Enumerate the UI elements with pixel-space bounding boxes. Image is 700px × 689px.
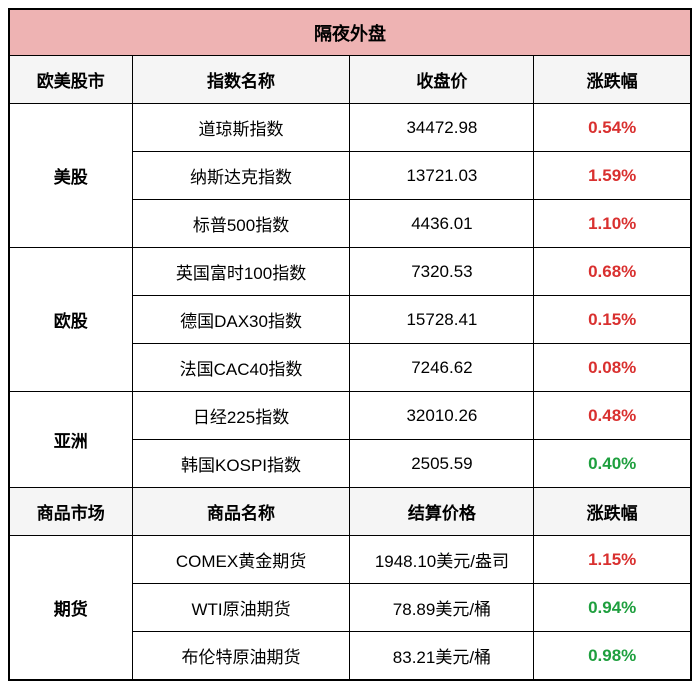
index-name: 标普500指数 [132, 200, 350, 248]
market-group: 欧股 [10, 248, 133, 392]
index-name: 纳斯达克指数 [132, 152, 350, 200]
column-header: 涨跌幅 [534, 56, 691, 104]
close-price: 4436.01 [350, 200, 534, 248]
close-price: 32010.26 [350, 392, 534, 440]
change-percent: 0.94% [534, 584, 691, 632]
index-name: 法国CAC40指数 [132, 344, 350, 392]
index-name: 英国富时100指数 [132, 248, 350, 296]
market-group: 美股 [10, 104, 133, 248]
change-percent: 0.08% [534, 344, 691, 392]
index-name: 道琼斯指数 [132, 104, 350, 152]
close-price: 34472.98 [350, 104, 534, 152]
table-row: 美股道琼斯指数34472.980.54% [10, 104, 691, 152]
index-name: 韩国KOSPI指数 [132, 440, 350, 488]
close-price: 7246.62 [350, 344, 534, 392]
change-percent: 1.15% [534, 536, 691, 584]
table-row: 期货COMEX黄金期货1948.10美元/盎司1.15% [10, 536, 691, 584]
market-table: 隔夜外盘欧美股市指数名称收盘价涨跌幅美股道琼斯指数34472.980.54%纳斯… [9, 9, 691, 680]
overnight-market-table: 隔夜外盘欧美股市指数名称收盘价涨跌幅美股道琼斯指数34472.980.54%纳斯… [8, 8, 692, 681]
market-group: 亚洲 [10, 392, 133, 488]
change-percent: 0.48% [534, 392, 691, 440]
commodity-name: COMEX黄金期货 [132, 536, 350, 584]
change-percent: 1.59% [534, 152, 691, 200]
column-header: 收盘价 [350, 56, 534, 104]
column-header: 指数名称 [132, 56, 350, 104]
table-row: 亚洲日经225指数32010.260.48% [10, 392, 691, 440]
change-percent: 0.98% [534, 632, 691, 680]
column-header: 结算价格 [350, 488, 534, 536]
change-percent: 1.10% [534, 200, 691, 248]
close-price: 15728.41 [350, 296, 534, 344]
table-title: 隔夜外盘 [10, 10, 691, 56]
column-header: 商品名称 [132, 488, 350, 536]
change-percent: 0.15% [534, 296, 691, 344]
commodity-name: WTI原油期货 [132, 584, 350, 632]
commodity-name: 布伦特原油期货 [132, 632, 350, 680]
change-percent: 0.40% [534, 440, 691, 488]
column-header: 商品市场 [10, 488, 133, 536]
settle-price: 78.89美元/桶 [350, 584, 534, 632]
table-row: 欧股英国富时100指数7320.530.68% [10, 248, 691, 296]
index-name: 德国DAX30指数 [132, 296, 350, 344]
change-percent: 0.54% [534, 104, 691, 152]
index-name: 日经225指数 [132, 392, 350, 440]
column-header: 欧美股市 [10, 56, 133, 104]
column-header: 涨跌幅 [534, 488, 691, 536]
close-price: 13721.03 [350, 152, 534, 200]
settle-price: 1948.10美元/盎司 [350, 536, 534, 584]
settle-price: 83.21美元/桶 [350, 632, 534, 680]
close-price: 7320.53 [350, 248, 534, 296]
change-percent: 0.68% [534, 248, 691, 296]
market-group: 期货 [10, 536, 133, 680]
close-price: 2505.59 [350, 440, 534, 488]
